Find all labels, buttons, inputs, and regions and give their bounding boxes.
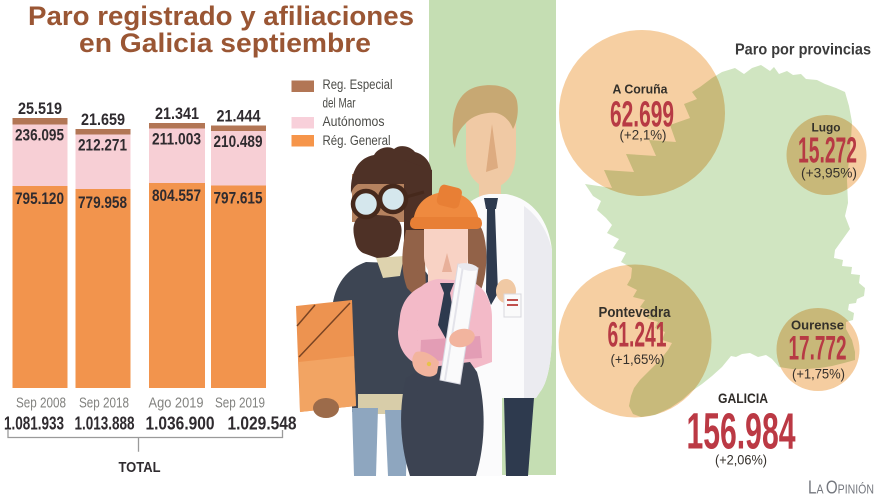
- svg-text:156.984: 156.984: [687, 403, 796, 460]
- svg-text:25.519: 25.519: [18, 100, 62, 118]
- svg-text:17.772: 17.772: [789, 330, 847, 368]
- svg-text:Lugo: Lugo: [812, 121, 841, 135]
- svg-text:Ago 2019: Ago 2019: [149, 396, 204, 412]
- svg-text:(+3,95%): (+3,95%): [801, 165, 857, 181]
- svg-text:A Coruña: A Coruña: [613, 82, 669, 97]
- svg-text:61.241: 61.241: [608, 316, 667, 355]
- svg-text:GALICIA: GALICIA: [718, 390, 768, 406]
- svg-text:212.271: 212.271: [78, 137, 127, 155]
- svg-text:1.036.900: 1.036.900: [146, 414, 215, 434]
- svg-text:(+1,75%): (+1,75%): [792, 366, 845, 382]
- svg-text:Reg. Especial: Reg. Especial: [323, 77, 393, 92]
- svg-text:1.029.548: 1.029.548: [228, 414, 297, 434]
- svg-text:Rég. General: Rég. General: [323, 133, 391, 148]
- svg-text:del Mar: del Mar: [323, 96, 356, 111]
- svg-text:Sep 2019: Sep 2019: [215, 396, 265, 412]
- svg-text:21.659: 21.659: [81, 111, 125, 129]
- svg-text:211.003: 211.003: [152, 131, 201, 149]
- svg-text:779.958: 779.958: [78, 194, 127, 212]
- svg-text:1.081.933: 1.081.933: [4, 414, 64, 434]
- svg-text:Paro registrado y afiliaciones: Paro registrado y afiliaciones: [28, 1, 414, 31]
- svg-text:LA OPINIÓN: LA OPINIÓN: [808, 478, 874, 496]
- svg-text:797.615: 797.615: [214, 190, 263, 208]
- svg-text:Autónomos: Autónomos: [323, 114, 385, 129]
- svg-text:Paro por provincias: Paro por provincias: [735, 42, 871, 59]
- svg-text:(+1,65%): (+1,65%): [611, 351, 665, 367]
- svg-text:21.341: 21.341: [155, 105, 199, 123]
- svg-text:236.095: 236.095: [15, 127, 64, 145]
- svg-text:210.489: 210.489: [214, 133, 263, 151]
- svg-text:Ourense: Ourense: [791, 318, 844, 333]
- svg-text:21.444: 21.444: [217, 108, 262, 126]
- svg-text:(+2,06%): (+2,06%): [715, 452, 767, 468]
- svg-text:15.272: 15.272: [798, 130, 857, 171]
- svg-text:(+2,1%): (+2,1%): [620, 128, 667, 143]
- svg-text:795.120: 795.120: [15, 190, 64, 208]
- svg-text:Sep 2008: Sep 2008: [16, 396, 66, 412]
- svg-text:en Galicia septiembre: en Galicia septiembre: [79, 28, 371, 58]
- svg-text:TOTAL: TOTAL: [119, 460, 161, 476]
- svg-text:804.557: 804.557: [152, 187, 201, 205]
- svg-text:62.699: 62.699: [610, 94, 674, 135]
- svg-text:Sep 2018: Sep 2018: [79, 396, 129, 412]
- svg-text:Pontevedra: Pontevedra: [599, 304, 672, 321]
- svg-text:1.013.888: 1.013.888: [75, 414, 135, 434]
